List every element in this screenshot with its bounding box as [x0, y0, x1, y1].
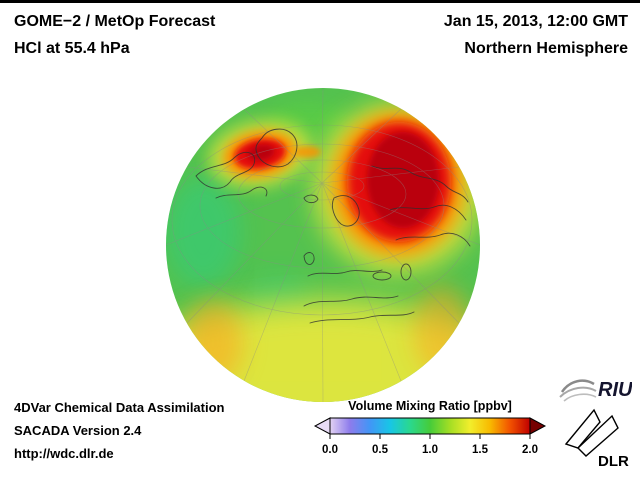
dlr-wing-icon — [564, 408, 619, 457]
graticule — [166, 88, 480, 402]
riu-waves-icon — [559, 379, 597, 402]
assimilation-label: 4DVar Chemical Data Assimilation — [14, 400, 225, 415]
riu-logo-text: RIU — [598, 379, 632, 401]
colorbar-gradient-bar — [329, 417, 531, 435]
dlr-logo-text: DLR — [598, 453, 629, 470]
colorbar-right-arrow — [529, 417, 547, 435]
riu-logo: RIU — [559, 379, 632, 402]
tick-label-1: 0.5 — [372, 444, 389, 456]
colorbar-tick-labels: 0.0 0.5 1.0 1.5 2.0 — [322, 444, 538, 456]
tick-label-4: 2.0 — [522, 444, 538, 456]
tick-label-2: 1.0 — [422, 444, 438, 456]
version-label: SACADA Version 2.4 — [14, 423, 142, 438]
colorbar-title: Volume Mixing Ratio [ppbv] — [348, 399, 512, 413]
colorbar-left-arrow — [313, 417, 331, 435]
dlr-logo: DLR — [564, 408, 629, 470]
hemisphere-label: Northern Hemisphere — [464, 40, 628, 57]
footer-left: 4DVar Chemical Data Assimilation SACADA … — [14, 396, 225, 465]
page-subtitle: HCl at 55.4 hPa — [14, 40, 130, 57]
datetime-label: Jan 15, 2013, 12:00 GMT — [443, 13, 628, 30]
tick-label-0: 0.0 — [322, 444, 338, 456]
header-left: GOME−2 / MetOp Forecast HCl at 55.4 hPa — [14, 8, 215, 62]
tick-label-3: 1.5 — [472, 444, 489, 456]
hotspot-streak — [295, 146, 321, 158]
colorbar-ticks — [329, 434, 531, 439]
top-border — [0, 0, 640, 3]
page-title: GOME−2 / MetOp Forecast — [14, 13, 216, 30]
colorbar: Volume Mixing Ratio [ppbv] 0.0 0.5 1.0 1… — [313, 399, 547, 456]
coastlines — [195, 128, 471, 324]
header-right: Jan 15, 2013, 12:00 GMT Northern Hemisph… — [444, 8, 628, 62]
hotspot-siberia — [313, 102, 480, 274]
globe-map — [166, 88, 480, 402]
url-label: http://wdc.dlr.de — [14, 446, 114, 461]
hotspot-canadian-arctic — [208, 120, 312, 188]
